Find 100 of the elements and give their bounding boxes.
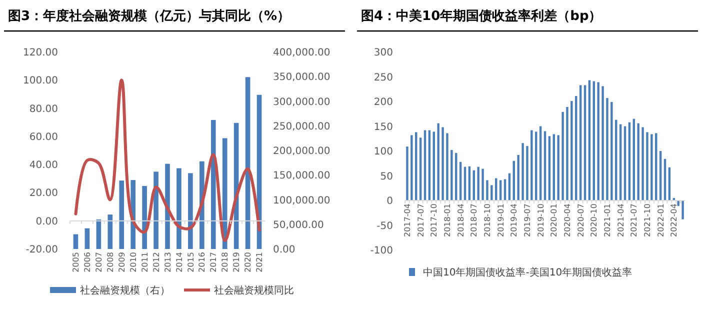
bar [188,173,193,249]
bar [410,135,413,200]
x-tick-label: 2018 [220,252,230,272]
y-tick-label: 120.00 [23,48,58,58]
bar [73,234,78,249]
bar [437,123,440,200]
bar [424,130,426,200]
y2-tick-label: 400,000.00 [273,48,330,58]
chart-title: 图3：年度社会融资规模（亿元）与其同比（%） [8,8,290,24]
bar [557,135,560,200]
line-series [74,78,261,242]
x-tick-label: 2013 [163,252,172,272]
bar [522,143,524,200]
bar [142,186,147,249]
bar [165,164,170,249]
bar [570,101,573,200]
x-tick-label: 2022-01 [656,204,666,237]
bar [535,132,538,200]
x-tick-label: 2020-10 [590,204,599,237]
bar [677,200,680,206]
x-tick-label: 2022-04 [670,204,679,237]
x-tick-label: 2021-07 [630,204,639,237]
x-tick-label: 2010 [128,252,138,272]
x-tick-label: 2005 [72,252,81,272]
y-tick-label: 80.00 [29,104,58,115]
bar [584,85,586,200]
x-tick-label: 2015 [186,252,196,272]
bar [154,172,158,249]
bar [682,200,684,220]
bar [544,131,546,200]
bar [646,132,648,200]
y-tick-label: 40.00 [29,160,58,172]
x-tick-label: 2017-07 [416,204,426,237]
legend-label: 中国10年期国债收益率-美国10年期国债收益率 [423,266,632,278]
bar [650,134,653,200]
bar [579,85,582,200]
bar [592,81,595,200]
bar [210,120,216,249]
bar [446,133,448,200]
y-tick-label: 200 [374,97,393,108]
x-tick-label: 2012 [152,252,161,272]
bar [602,86,604,200]
x-tick-label: 2018-10 [483,204,492,237]
y-tick-label: -20.00 [26,244,58,256]
y-tick-label: 250 [374,72,393,84]
x-tick-label: 2007 [94,252,104,272]
x-tick-label: 2018-04 [456,204,466,237]
bar [486,180,488,200]
y2-tick-label: 0.00 [273,244,296,256]
bar [482,168,484,200]
bar [428,130,431,200]
x-tick-label: 2019 [232,252,242,272]
y-tick-label: -50 [376,220,393,232]
x-tick-label: 2020-04 [563,204,572,237]
y-tick-label: 300 [374,48,393,58]
bar [450,150,453,200]
x-tick-label: 2006 [83,252,92,272]
bar [222,138,228,249]
x-tick-label: 2019-07 [523,204,532,237]
y-tick-label: 20.00 [29,188,58,200]
bar [637,123,640,200]
y-tick-label: 100 [374,146,393,158]
y2-tick-label: 100,000.00 [273,195,330,206]
x-tick-label: 2019-04 [510,204,519,237]
bar [610,102,613,200]
bar [642,127,644,200]
y-tick-label: 0.00 [36,216,58,228]
bar [415,132,418,200]
bar [530,130,533,200]
bar [406,146,408,200]
bar [597,82,600,200]
y-tick-label: -100 [370,246,393,256]
bar [245,77,250,249]
y2-tick-label: 250,000.00 [273,121,330,132]
bar [96,219,102,249]
bar [588,80,591,200]
bar [566,106,568,200]
y-tick-label: 60.00 [29,132,58,143]
y2-tick-label: 350,000.00 [273,72,330,84]
x-tick-label: 2018-01 [443,204,452,237]
x-tick-label: 2017 [209,252,218,272]
bar [432,132,435,200]
bar [655,133,658,200]
legend-label: 社会融资规模（右） [80,284,170,296]
x-tick-label: 2017-04 [403,204,412,237]
bar [490,185,493,200]
bar [548,136,551,200]
x-tick-label: 2020-01 [550,204,559,237]
bar [108,214,113,249]
chart-title: 图4：中美10年期国债收益率利差（bp） [361,8,602,24]
x-tick-label: 2021 [255,252,264,272]
x-tick-label: 2021-10 [643,204,652,237]
y-tick-label: 0 [386,196,393,207]
x-tick-label: 2021-01 [603,204,612,237]
bar [575,96,578,200]
x-tick-label: 2019-01 [496,204,506,237]
y-tick-label: 100.00 [23,76,58,87]
bar [176,168,182,249]
bar [526,146,528,200]
bar [84,228,90,249]
